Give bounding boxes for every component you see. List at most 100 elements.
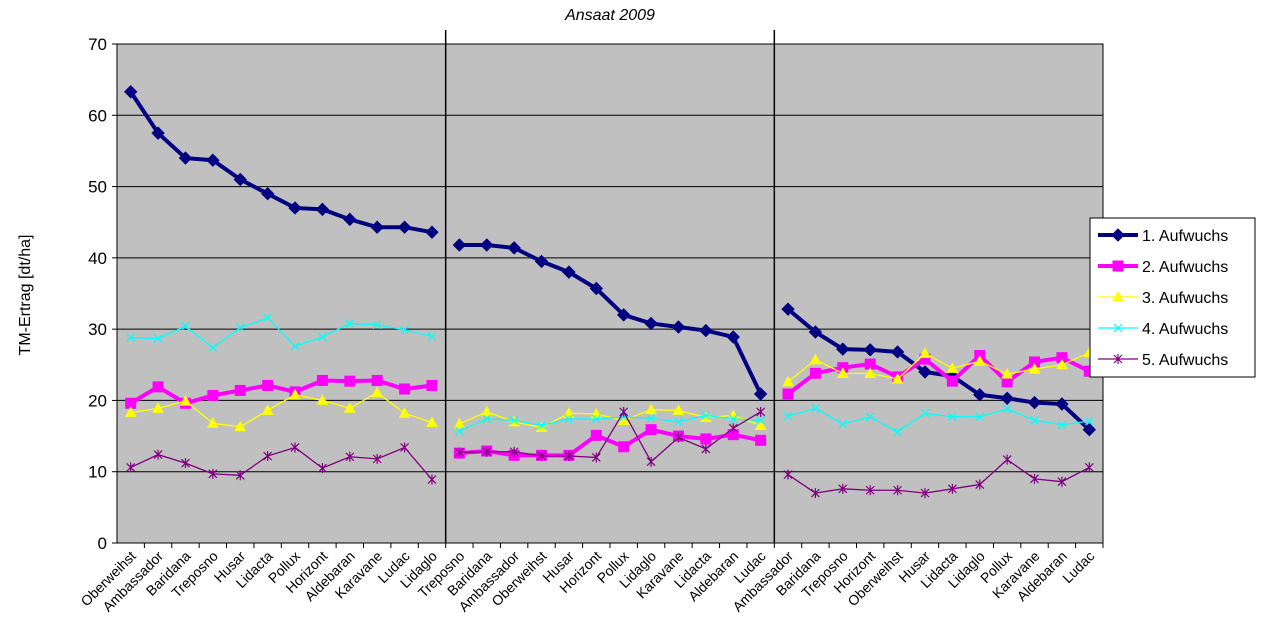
marker: [535, 421, 548, 433]
marker: [261, 404, 274, 415]
marker: [425, 225, 439, 239]
marker: [728, 423, 738, 434]
marker: [126, 462, 136, 473]
marker: [975, 479, 985, 490]
marker: [1030, 415, 1039, 425]
marker: [509, 446, 519, 457]
marker: [480, 238, 494, 252]
marker: [836, 342, 850, 356]
marker: [1001, 368, 1013, 379]
series-line: [130, 316, 433, 349]
marker: [345, 451, 355, 462]
marker: [808, 325, 823, 339]
legend-label: 3. Aufwuchs: [1142, 290, 1228, 307]
marker: [289, 388, 301, 400]
legend-label: 1. Aufwuchs: [1142, 228, 1228, 245]
marker: [126, 333, 136, 343]
marker: [562, 265, 576, 279]
marker: [947, 412, 957, 422]
marker: [400, 442, 410, 453]
marker: [453, 417, 466, 429]
marker: [152, 402, 164, 413]
legend-label: 4. Aufwuchs: [1142, 321, 1228, 338]
marker: [179, 395, 192, 406]
marker: [372, 320, 382, 330]
marker: [700, 411, 712, 423]
marker: [317, 463, 327, 474]
marker: [1002, 454, 1012, 465]
x-tick-label: Ludac: [1059, 548, 1097, 586]
y-tick-label: 30: [88, 320, 107, 339]
marker: [783, 411, 793, 421]
marker: [644, 316, 658, 331]
marker: [671, 320, 686, 334]
marker: [399, 383, 411, 395]
marker: [123, 85, 138, 99]
marker: [454, 447, 464, 458]
marker: [890, 345, 905, 359]
marker: [534, 254, 549, 269]
marker: [701, 443, 711, 454]
marker: [782, 388, 794, 400]
marker: [946, 362, 959, 373]
marker: [1056, 358, 1068, 370]
marker: [234, 384, 246, 396]
marker: [1084, 416, 1094, 426]
marker: [427, 331, 437, 341]
marker: [235, 323, 245, 333]
marker: [674, 417, 683, 427]
y-tick-label: 0: [98, 534, 107, 553]
marker: [863, 343, 877, 357]
marker: [317, 332, 327, 342]
marker: [864, 367, 877, 378]
marker: [783, 469, 793, 480]
marker: [344, 375, 356, 387]
marker: [645, 424, 657, 436]
marker: [397, 220, 412, 234]
series-line: [459, 410, 761, 463]
marker: [509, 415, 519, 425]
marker: [591, 414, 601, 424]
marker: [1112, 290, 1124, 302]
marker: [315, 202, 330, 217]
plot-area: [116, 43, 1104, 544]
marker: [207, 417, 219, 428]
marker: [975, 412, 985, 422]
marker: [1113, 323, 1123, 333]
marker: [206, 153, 220, 167]
marker: [619, 406, 629, 417]
y-tick-label: 40: [88, 249, 107, 268]
marker: [151, 126, 165, 140]
marker: [124, 406, 137, 418]
marker: [208, 343, 218, 353]
marker: [1057, 476, 1067, 487]
marker: [181, 458, 190, 469]
marker: [865, 412, 875, 422]
marker: [153, 449, 163, 460]
marker: [480, 405, 493, 417]
marker: [260, 186, 275, 201]
series-line: [787, 407, 1090, 433]
marker: [371, 374, 383, 386]
marker: [920, 408, 930, 418]
marker: [809, 353, 822, 365]
marker: [507, 241, 521, 255]
series-line: [459, 414, 761, 432]
marker: [947, 483, 957, 494]
marker: [1000, 391, 1014, 405]
marker: [782, 375, 794, 387]
marker: [891, 373, 904, 384]
marker: [1113, 354, 1123, 364]
marker: [645, 403, 657, 415]
marker: [153, 333, 163, 343]
marker: [181, 321, 190, 331]
marker: [726, 330, 740, 344]
marker: [316, 394, 329, 405]
marker: [919, 347, 931, 358]
marker: [537, 420, 546, 430]
marker: [618, 441, 630, 453]
marker: [809, 367, 821, 379]
marker: [207, 389, 219, 401]
y-tick-label: 60: [88, 106, 107, 125]
marker: [234, 420, 247, 432]
